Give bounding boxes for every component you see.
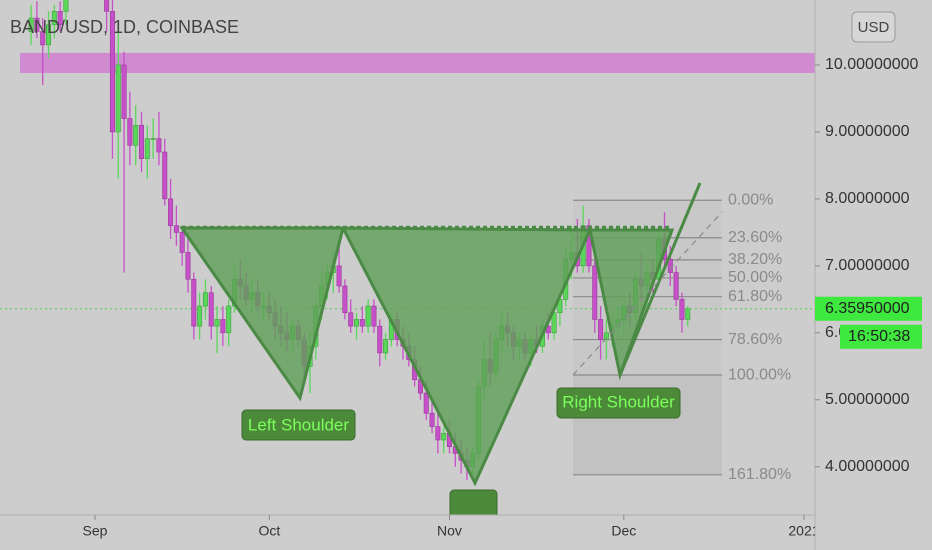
candle-body: [28, 17, 34, 32]
resistance-zone: [20, 52, 815, 73]
last-price-tag: [815, 296, 922, 321]
drawings: 0.00% 23.60% 38.20%50.00% 61.80% 78.60% 100.0…: [179, 182, 791, 515]
fib-level-label: 50.00%: [728, 269, 782, 286]
candle-body: [354, 319, 360, 327]
candle-body: [371, 305, 377, 327]
x-axis: Sep Oct Nov Dec 2021: [83, 515, 819, 539]
annotation: Left Shoulder: [248, 415, 349, 434]
candle-body: [144, 138, 150, 160]
candle-body: [104, 0, 110, 12]
annotation-box: [556, 387, 681, 419]
candle-body: [377, 325, 383, 354]
candle-body: [592, 265, 598, 320]
candle-body: [202, 292, 208, 307]
y-tick-label: 10.00000000: [825, 56, 919, 73]
candle-body: [138, 124, 144, 160]
candle-body: [441, 432, 447, 441]
candle-body: [191, 278, 197, 327]
fib-level-label: 161.80%: [728, 466, 791, 483]
annotation-box: [241, 409, 356, 441]
candle-body: [121, 64, 127, 119]
candle-body: [586, 225, 592, 267]
candle-body: [551, 312, 557, 334]
candle-body: [197, 305, 203, 327]
candle-body: [679, 299, 685, 320]
candle-body: [598, 319, 604, 340]
x-tick-label: Sep: [83, 523, 108, 539]
candle-body: [383, 339, 389, 354]
head-label-box: [449, 489, 498, 515]
y-tick-label: 9.00000000: [825, 123, 910, 140]
last-price-label: 6.35950000: [825, 300, 910, 317]
fib-level-label: 61.80%: [728, 288, 782, 305]
candle-body: [220, 319, 226, 334]
left-shoulder-shape: [179, 226, 345, 402]
candle-body: [133, 124, 139, 146]
trend-line: [618, 182, 702, 376]
fib-level-label: 0.00%: [728, 191, 773, 208]
candle-body: [359, 319, 365, 327]
candle-body: [57, 11, 63, 26]
candle-body: [603, 332, 609, 340]
fib-level-label: 78.60%: [728, 331, 782, 348]
y-tick-label: 5.00000000: [825, 391, 910, 408]
candle-body: [115, 64, 121, 133]
fib-level-label: 100.00%: [728, 366, 791, 383]
candle-body: [162, 151, 168, 200]
candle-body: [168, 198, 174, 226]
right-shoulder-shape: [588, 228, 675, 381]
y-tick-label: 8.00000000: [825, 190, 910, 207]
fib-trend: [572, 211, 723, 376]
candle-body: [423, 392, 429, 414]
candle-body: [46, 24, 52, 46]
x-tick-label: Oct: [258, 523, 280, 539]
candle-body: [226, 305, 232, 334]
fib-level-label: 23.60%: [728, 229, 782, 246]
fib-level-label: 38.20%: [728, 251, 782, 268]
x-tick-label: Dec: [611, 523, 636, 539]
y-tick-label: 4.00000000: [825, 458, 910, 475]
candle-body: [173, 225, 179, 233]
candle-body: [40, 31, 46, 46]
candle-body: [336, 265, 342, 287]
candle-body: [685, 308, 691, 320]
annotation: Right Shoulder: [562, 392, 675, 411]
candle-body: [435, 426, 441, 441]
countdown-tag: [840, 324, 922, 349]
candle-body: [673, 272, 679, 300]
candle-body: [429, 412, 435, 427]
candle-body: [156, 138, 162, 153]
candle-body: [150, 138, 156, 140]
candle-body: [179, 232, 185, 253]
currency-button[interactable]: [851, 11, 896, 43]
candle-body: [365, 305, 371, 327]
candle-body: [63, 0, 69, 12]
candle-body: [208, 292, 214, 327]
candle-body: [127, 118, 133, 146]
candle-body: [109, 11, 115, 133]
candle-body: [51, 11, 57, 26]
candle-body: [348, 312, 354, 327]
head-shape: [340, 226, 593, 487]
candle-body: [34, 17, 40, 32]
y-tick-label: 7.00000000: [825, 257, 910, 274]
x-tick-label: Nov: [437, 523, 462, 539]
chart-title: BAND/USD, 1D, COINBASE: [10, 17, 239, 37]
countdown-label: 16:50:38: [848, 328, 910, 345]
candle-body: [342, 285, 348, 314]
candle-body: [185, 252, 191, 280]
x-tick-label: 2021: [788, 523, 819, 539]
currency-button-label[interactable]: USD: [858, 19, 890, 36]
candle-body: [214, 319, 220, 327]
